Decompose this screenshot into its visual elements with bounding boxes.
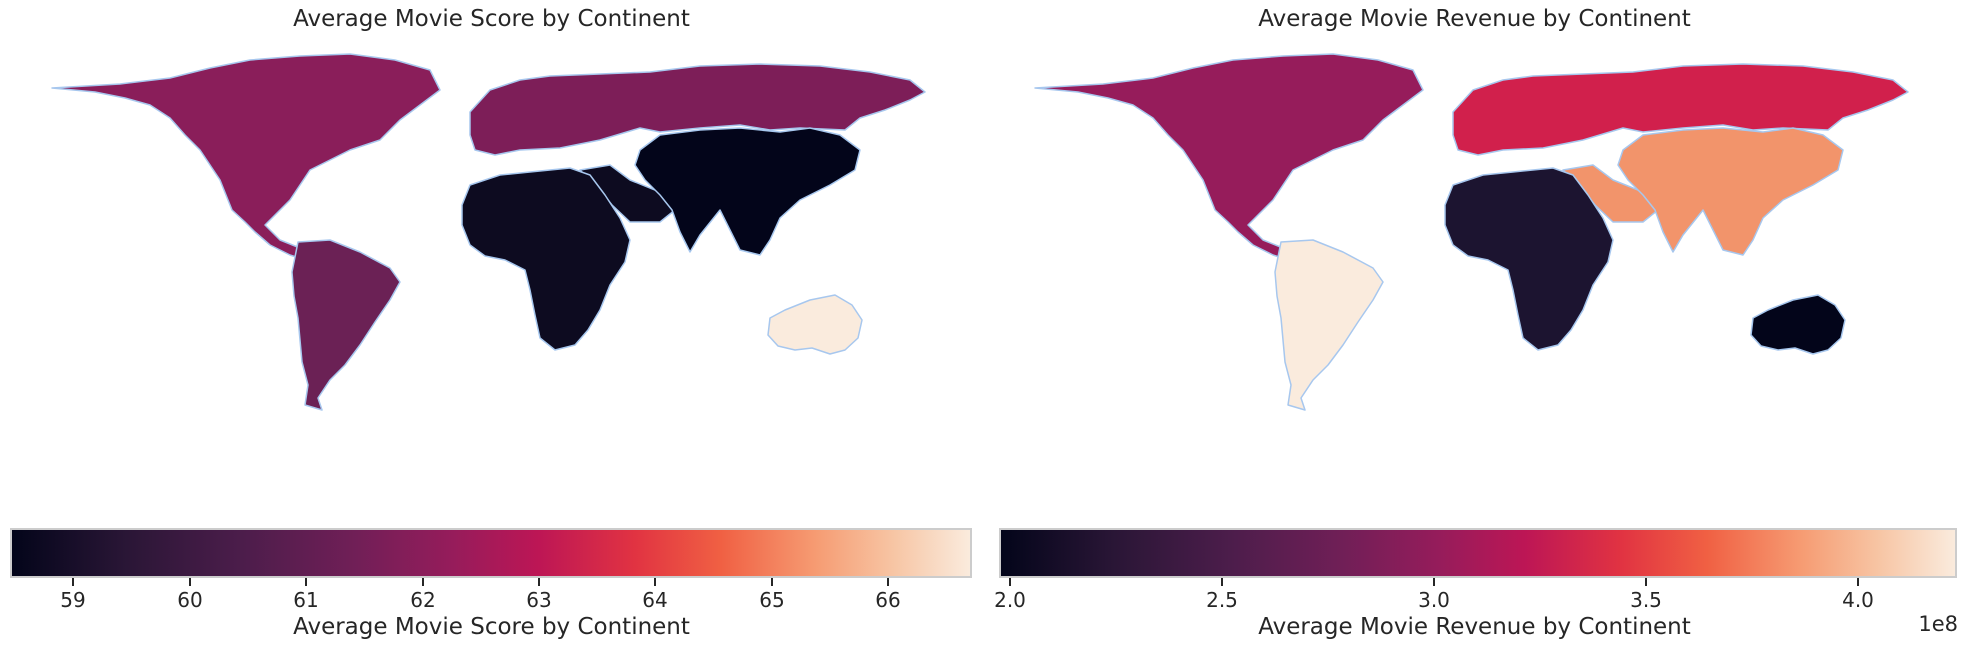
map-title: Average Movie Revenue by Continent [1258, 6, 1691, 32]
tick-label: 2.5 [1206, 588, 1238, 612]
tick-label: 4.0 [1842, 588, 1874, 612]
north-america-region[interactable] [51, 53, 441, 261]
colorbar-label: Average Movie Score by Continent [293, 614, 690, 640]
oceania-region[interactable] [767, 294, 863, 355]
tick-mark [1433, 578, 1435, 586]
tick-mark [887, 578, 889, 586]
scale-offset: 1e8 [1918, 612, 1958, 636]
asia-region[interactable] [634, 127, 861, 256]
tick-mark [1645, 578, 1647, 586]
revenue-map-panel: Average Movie Revenue by Continent 2.0 2… [983, 0, 1966, 653]
revenue-colorbar-ticks: 2.0 2.5 3.0 3.5 4.0 [994, 578, 1957, 614]
tick-label: 3.5 [1630, 588, 1662, 612]
oceania-region[interactable] [1750, 294, 1846, 355]
tick-mark [72, 578, 74, 586]
tick-mark [1857, 578, 1859, 586]
tick-label: 60 [177, 588, 203, 612]
tick-label: 64 [642, 588, 668, 612]
tick-label: 61 [293, 588, 319, 612]
tick-mark [189, 578, 191, 586]
world-map [1034, 53, 1909, 411]
tick-mark [538, 578, 540, 586]
score-colorbar-ticks: 59 60 61 62 63 64 65 66 [10, 578, 972, 614]
south-america-region[interactable] [291, 239, 401, 411]
tick-label: 2.0 [994, 588, 1026, 612]
europe-region[interactable] [1452, 63, 1909, 156]
score-map-panel: Average Movie Score by Continent 59 60 6… [10, 6, 972, 640]
africa-region[interactable] [1444, 167, 1614, 351]
south-america-region[interactable] [1274, 239, 1384, 411]
asia-region[interactable] [1617, 127, 1844, 256]
tick-mark [305, 578, 307, 586]
tick-label: 59 [60, 588, 86, 612]
tick-mark [1221, 578, 1223, 586]
colorbar-label: Average Movie Revenue by Continent [1258, 614, 1691, 640]
north-america-region[interactable] [1034, 53, 1424, 261]
revenue-colorbar [999, 528, 1957, 578]
score-colorbar [10, 528, 972, 578]
tick-label: 66 [875, 588, 901, 612]
map-title: Average Movie Score by Continent [293, 6, 690, 32]
africa-region[interactable] [461, 167, 631, 351]
tick-mark [654, 578, 656, 586]
tick-label: 65 [759, 588, 785, 612]
tick-mark [422, 578, 424, 586]
tick-label: 3.0 [1418, 588, 1450, 612]
europe-region[interactable] [469, 63, 926, 156]
tick-label: 63 [526, 588, 552, 612]
world-map [51, 53, 926, 411]
tick-mark [1009, 578, 1011, 586]
tick-label: 62 [410, 588, 436, 612]
tick-mark [771, 578, 773, 586]
